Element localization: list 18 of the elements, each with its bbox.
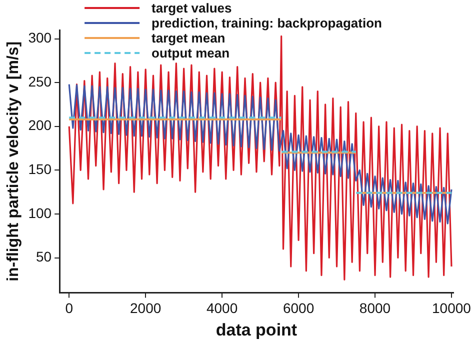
x-tick-label: 0 [65, 300, 74, 316]
legend-label: output mean [152, 46, 230, 61]
x-tick-label: 6000 [282, 300, 314, 316]
x-axis-title: data point [216, 320, 298, 340]
legend-label: prediction, training: backpropagation [152, 16, 382, 31]
y-axis-title: in-flight particle velocity v [m/s] [5, 41, 22, 282]
y-tick-label: 250 [28, 73, 52, 90]
x-tick-label: 8000 [359, 300, 391, 316]
y-tick-label: 300 [28, 30, 52, 46]
y-tick-label: 50 [36, 248, 52, 265]
y-tick-label: 200 [28, 117, 52, 134]
x-tick-label: 10000 [432, 300, 472, 316]
y-tick-label: 150 [28, 161, 52, 178]
legend-label: target mean [152, 30, 226, 46]
x-tick-label: 2000 [130, 300, 162, 316]
y-tick-label: 100 [28, 204, 52, 221]
x-tick-label: 4000 [206, 300, 238, 316]
legend-label: target values [152, 0, 232, 16]
